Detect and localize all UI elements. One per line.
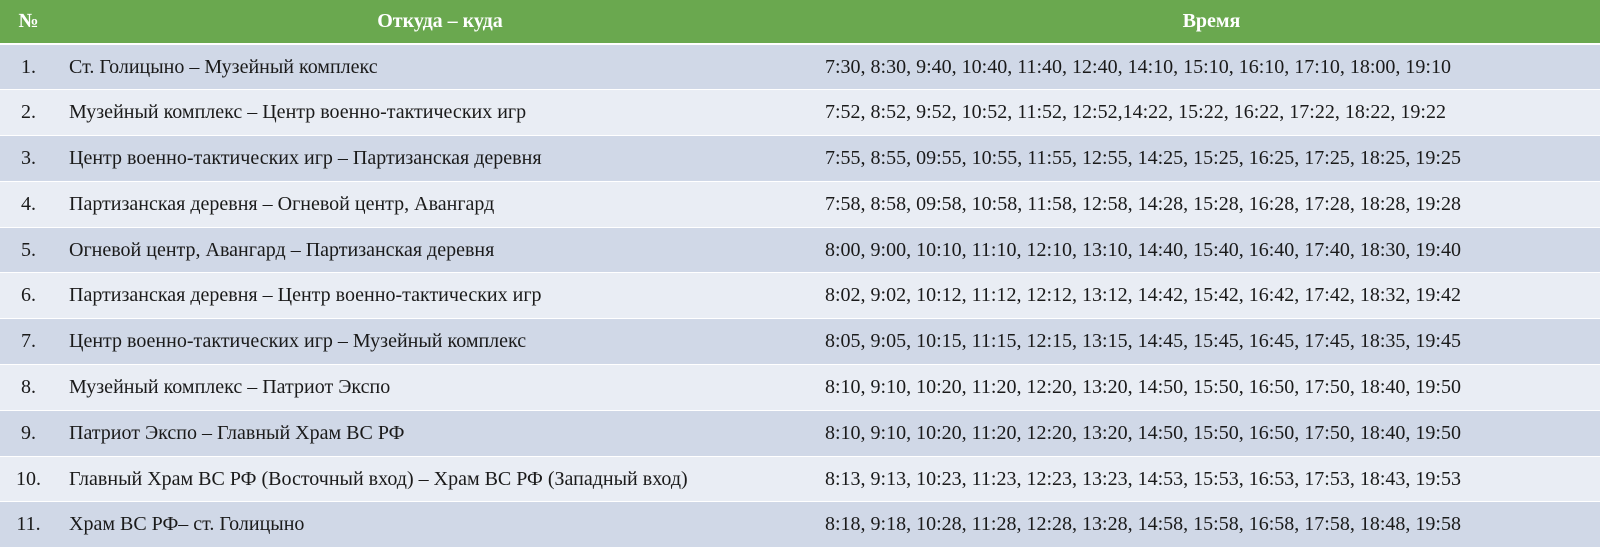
row-num: 11. xyxy=(0,501,57,549)
header-num: № xyxy=(0,0,57,45)
header-row: № Откуда – куда Время xyxy=(0,0,1600,45)
row-time: 7:30, 8:30, 9:40, 10:40, 11:40, 12:40, 1… xyxy=(823,44,1600,91)
header-route: Откуда – куда xyxy=(57,0,823,45)
row-time: 8:13, 9:13, 10:23, 11:23, 12:23, 13:23, … xyxy=(823,456,1600,503)
row-route: Музейный комплекс – Патриот Экспо xyxy=(57,364,823,411)
row-time: 8:18, 9:18, 10:28, 11:28, 12:28, 13:28, … xyxy=(823,501,1600,549)
row-route: Огневой центр, Авангард – Партизанская д… xyxy=(57,227,823,274)
table-header: № Откуда – куда Время xyxy=(0,0,1600,45)
row-num: 7. xyxy=(0,318,57,366)
table-row: 11. Храм ВС РФ– ст. Голицыно 8:18, 9:18,… xyxy=(0,501,1600,549)
row-route: Центр военно-тактических игр – Партизанс… xyxy=(57,135,823,182)
row-num: 3. xyxy=(0,135,57,182)
row-num: 6. xyxy=(0,272,57,320)
table-row: 1. Ст. Голицыно – Музейный комплекс 7:30… xyxy=(0,44,1600,91)
row-time: 8:10, 9:10, 10:20, 11:20, 12:20, 13:20, … xyxy=(823,364,1600,411)
table-row: 9. Патриот Экспо – Главный Храм ВС РФ 8:… xyxy=(0,410,1600,457)
row-route: Ст. Голицыно – Музейный комплекс xyxy=(57,44,823,91)
table-row: 2. Музейный комплекс – Центр военно-такт… xyxy=(0,89,1600,137)
row-num: 8. xyxy=(0,364,57,411)
table-row: 7. Центр военно-тактических игр – Музейн… xyxy=(0,318,1600,366)
row-time: 7:58, 8:58, 09:58, 10:58, 11:58, 12:58, … xyxy=(823,181,1600,228)
row-time: 7:52, 8:52, 9:52, 10:52, 11:52, 12:52,14… xyxy=(823,89,1600,137)
row-route: Патриот Экспо – Главный Храм ВС РФ xyxy=(57,410,823,457)
row-route: Храм ВС РФ– ст. Голицыно xyxy=(57,501,823,549)
header-time: Время xyxy=(823,0,1600,45)
table-row: 5. Огневой центр, Авангард – Партизанска… xyxy=(0,227,1600,274)
row-route: Партизанская деревня – Огневой центр, Ав… xyxy=(57,181,823,228)
row-time: 8:05, 9:05, 10:15, 11:15, 12:15, 13:15, … xyxy=(823,318,1600,366)
table-row: 4. Партизанская деревня – Огневой центр,… xyxy=(0,181,1600,228)
row-route: Музейный комплекс – Центр военно-тактиче… xyxy=(57,89,823,137)
row-num: 2. xyxy=(0,89,57,137)
row-num: 10. xyxy=(0,456,57,503)
table-row: 6. Партизанская деревня – Центр военно-т… xyxy=(0,272,1600,320)
table-row: 8. Музейный комплекс – Патриот Экспо 8:1… xyxy=(0,364,1600,411)
row-num: 9. xyxy=(0,410,57,457)
table-row: 3. Центр военно-тактических игр – Партиз… xyxy=(0,135,1600,182)
table-body: 1. Ст. Голицыно – Музейный комплекс 7:30… xyxy=(0,44,1600,549)
row-num: 1. xyxy=(0,44,57,91)
row-time: 8:10, 9:10, 10:20, 11:20, 12:20, 13:20, … xyxy=(823,410,1600,457)
row-time: 8:00, 9:00, 10:10, 11:10, 12:10, 13:10, … xyxy=(823,227,1600,274)
row-num: 4. xyxy=(0,181,57,228)
row-route: Главный Храм ВС РФ (Восточный вход) – Хр… xyxy=(57,456,823,503)
table-row: 10. Главный Храм ВС РФ (Восточный вход) … xyxy=(0,456,1600,503)
row-route: Центр военно-тактических игр – Музейный … xyxy=(57,318,823,366)
row-route: Партизанская деревня – Центр военно-такт… xyxy=(57,272,823,320)
row-time: 7:55, 8:55, 09:55, 10:55, 11:55, 12:55, … xyxy=(823,135,1600,182)
row-num: 5. xyxy=(0,227,57,274)
row-time: 8:02, 9:02, 10:12, 11:12, 12:12, 13:12, … xyxy=(823,272,1600,320)
